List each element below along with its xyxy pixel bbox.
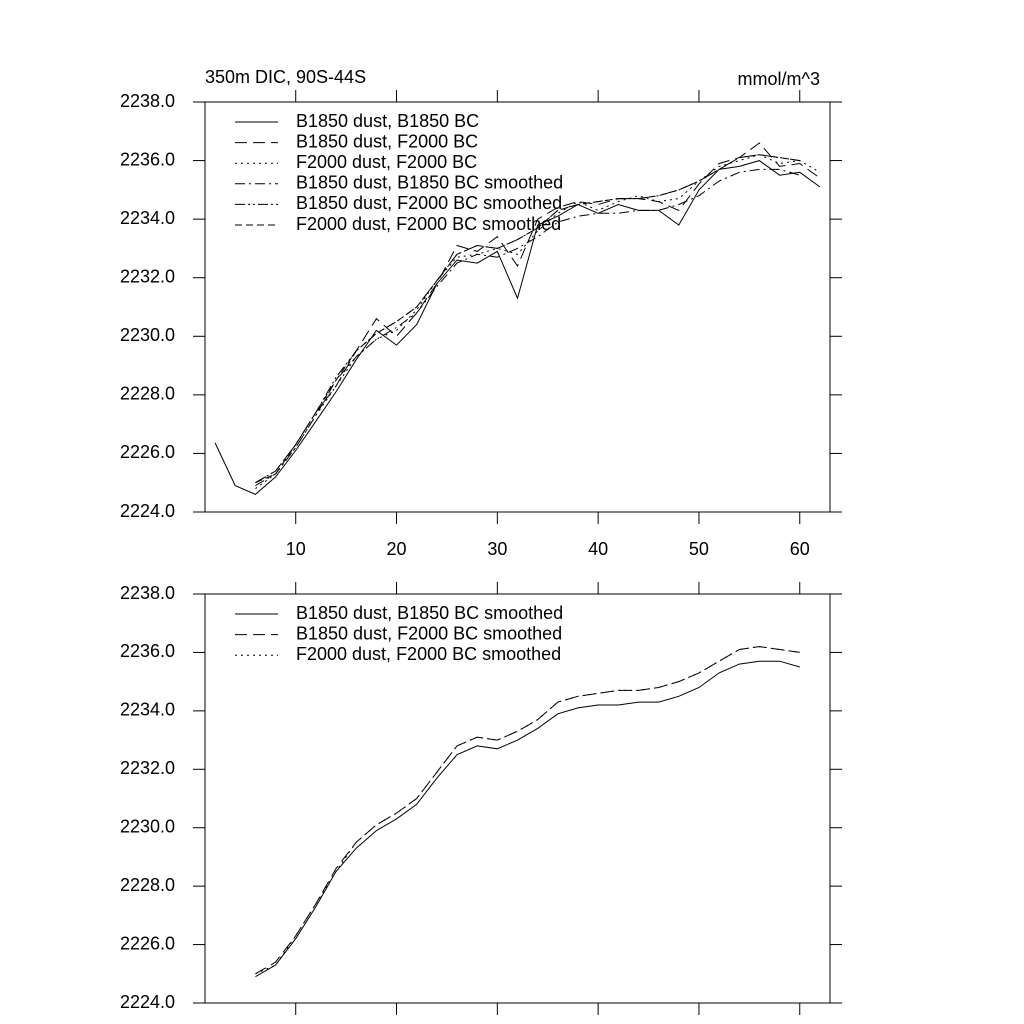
plot-frame xyxy=(204,593,831,1004)
series-line xyxy=(255,142,821,484)
y-tick-label: 2232.0 xyxy=(120,758,175,778)
y-tick-label: 2228.0 xyxy=(120,384,175,404)
x-tick-label: 60 xyxy=(790,539,810,559)
y-tick-label: 2234.0 xyxy=(120,700,175,720)
x-tick-label: 40 xyxy=(588,539,608,559)
y-tick-label: 2224.0 xyxy=(120,992,175,1012)
y-tick-label: 2226.0 xyxy=(120,442,175,462)
y-tick-label: 2238.0 xyxy=(120,583,175,603)
legend-label: F2000 dust, F2000 BC smoothed xyxy=(296,214,561,234)
units-label: mmol/m^3 xyxy=(738,69,820,89)
legend-label: B1850 dust, B1850 BC smoothed xyxy=(296,173,563,193)
y-tick-label: 2232.0 xyxy=(120,266,175,286)
series-line xyxy=(255,168,800,487)
y-tick-label: 2230.0 xyxy=(120,816,175,836)
x-tick-label: 20 xyxy=(387,539,407,559)
x-tick-label: 10 xyxy=(286,539,306,559)
plot-frame xyxy=(204,101,831,513)
legend-label: B1850 dust, F2000 BC xyxy=(296,131,478,151)
legend-label: F2000 dust, F2000 BC smoothed xyxy=(296,644,561,664)
chart-title: 350m DIC, 90S-44S xyxy=(205,67,366,87)
y-tick-label: 2228.0 xyxy=(120,875,175,895)
series-line xyxy=(255,154,800,484)
x-tick-label: 50 xyxy=(689,539,709,559)
y-tick-label: 2234.0 xyxy=(120,208,175,228)
legend-label: B1850 dust, B1850 BC smoothed xyxy=(296,603,563,623)
series-line xyxy=(214,160,821,495)
x-tick-label: 30 xyxy=(487,539,507,559)
series-line xyxy=(255,154,821,490)
y-tick-label: 2230.0 xyxy=(120,325,175,345)
legend-label: F2000 dust, F2000 BC xyxy=(296,152,477,172)
y-tick-label: 2224.0 xyxy=(120,501,175,521)
legend-label: B1850 dust, B1850 BC xyxy=(296,111,479,131)
y-tick-label: 2238.0 xyxy=(120,91,175,111)
series-line xyxy=(255,660,800,978)
legend-label: B1850 dust, F2000 BC smoothed xyxy=(296,193,562,213)
y-tick-label: 2236.0 xyxy=(120,149,175,169)
series-line xyxy=(255,646,800,975)
legend-label: B1850 dust, F2000 BC smoothed xyxy=(296,623,562,643)
y-tick-label: 2236.0 xyxy=(120,641,175,661)
series-line xyxy=(255,154,800,484)
series-line xyxy=(255,646,800,975)
y-tick-label: 2226.0 xyxy=(120,933,175,953)
